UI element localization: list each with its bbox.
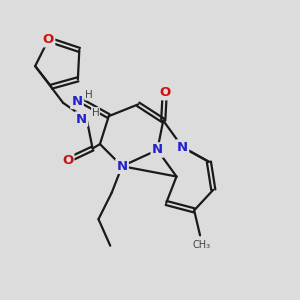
Text: N: N [76,112,87,126]
Text: N: N [177,141,188,154]
Text: N: N [152,143,163,157]
Text: H: H [85,90,93,100]
Text: N: N [116,160,128,173]
Text: O: O [43,33,54,46]
Text: CH₃: CH₃ [193,240,211,250]
Text: O: O [62,154,73,167]
Text: H: H [92,108,99,118]
Text: O: O [159,86,170,99]
Text: N: N [71,95,82,108]
